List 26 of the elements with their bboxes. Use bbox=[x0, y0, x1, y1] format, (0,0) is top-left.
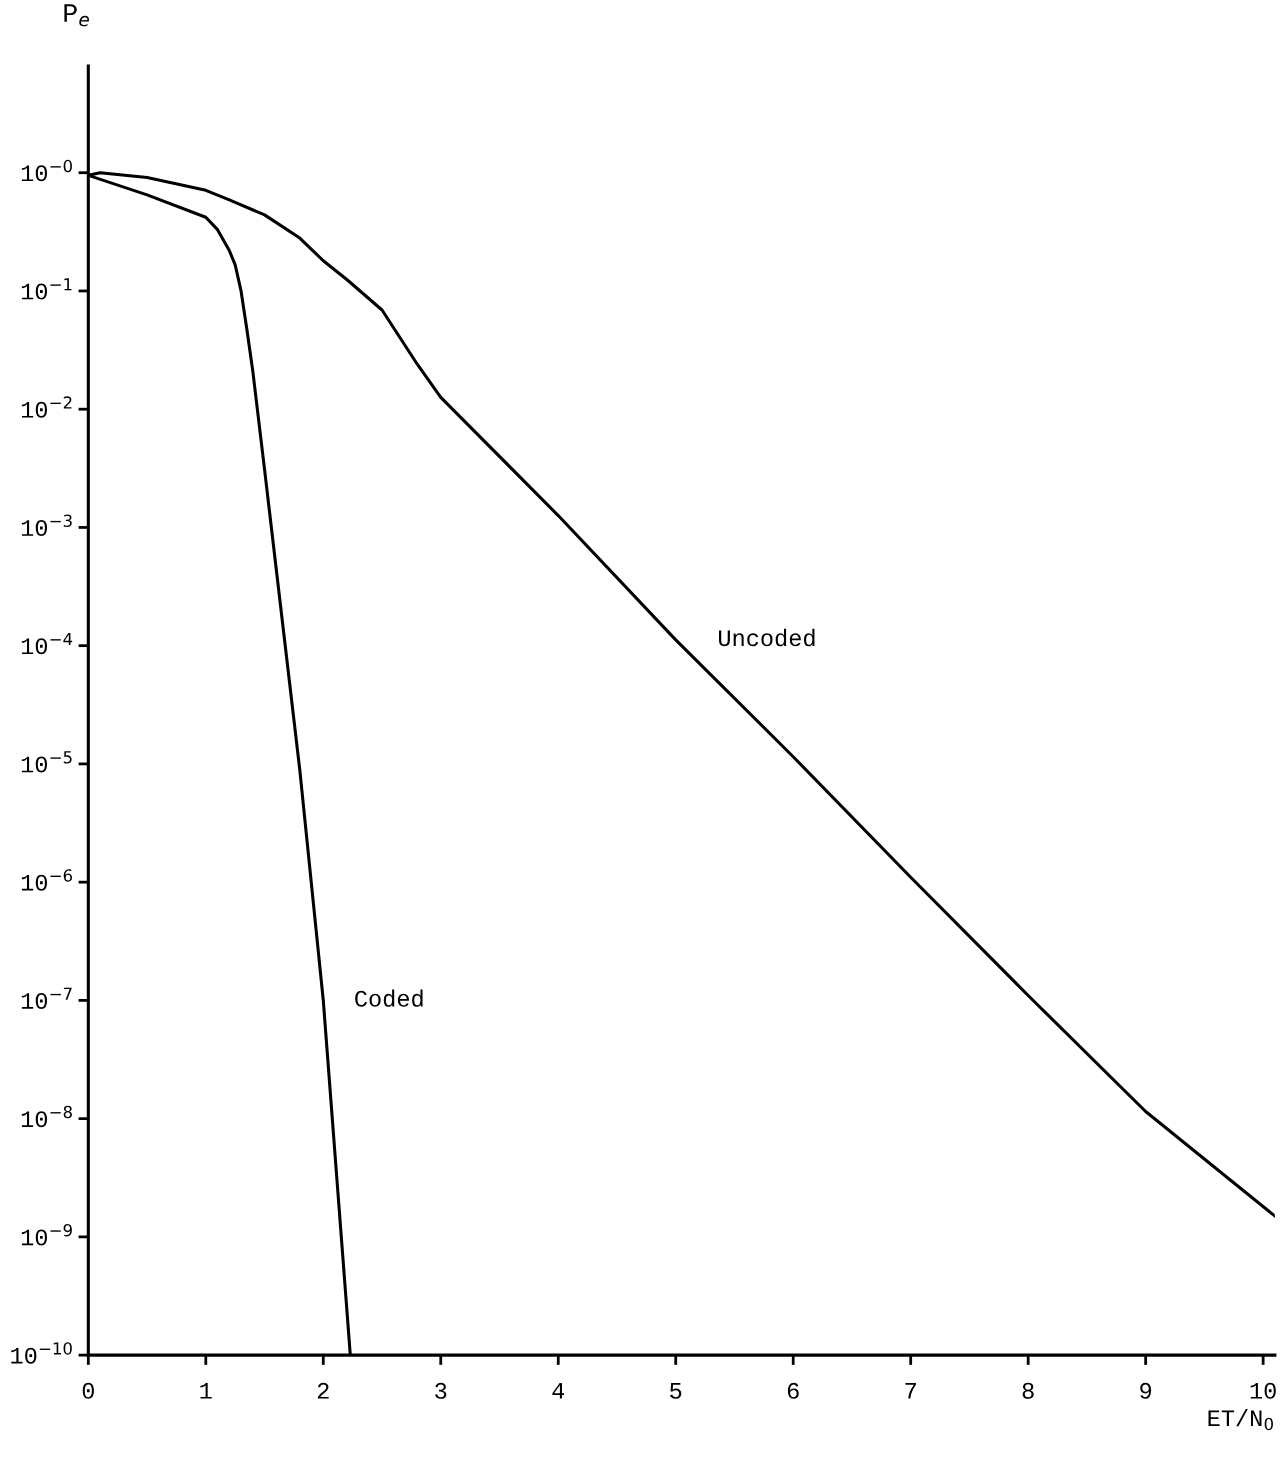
y-tick-label: 10$^{−8}$ bbox=[21, 1105, 72, 1128]
y-tick-label: 10$^{−1}$ bbox=[21, 278, 72, 300]
x-tick-label: 9 bbox=[1140, 1382, 1152, 1399]
y-tick-label: 10$^{−10}$ bbox=[11, 1342, 72, 1364]
x-tick-label: 8 bbox=[1022, 1382, 1034, 1399]
y-tick-label: 10$^{−6}$ bbox=[21, 869, 73, 891]
x-tick-label: 1 bbox=[200, 1383, 212, 1399]
y-tick-label: 10$^{−4}$ bbox=[21, 632, 73, 655]
x-axis-title: ET/N$_{0}$ bbox=[1208, 1408, 1273, 1431]
series-label: Coded bbox=[355, 989, 423, 1007]
x-tick-label: 6 bbox=[787, 1382, 799, 1399]
y-tick-label: 10$^{−0}$ bbox=[21, 159, 72, 182]
x-tick-label: 2 bbox=[317, 1382, 329, 1399]
y-tick-label: 10$^{−9}$ bbox=[21, 1223, 72, 1246]
x-tick-label: 10 bbox=[1250, 1382, 1276, 1399]
y-tick-label: 10$^{−3}$ bbox=[21, 514, 72, 537]
x-tick-label: 7 bbox=[905, 1383, 916, 1399]
x-tick-label: 3 bbox=[435, 1382, 447, 1399]
x-tick-label: 5 bbox=[670, 1383, 682, 1399]
x-tick-label: 4 bbox=[552, 1383, 565, 1399]
y-tick-label: 10$^{−7}$ bbox=[21, 987, 72, 1010]
series-label: Uncoded bbox=[719, 628, 815, 647]
x-tick-label: 0 bbox=[82, 1382, 94, 1399]
y-tick-label: 10$^{−2}$ bbox=[21, 396, 72, 418]
y-tick-label: 10$^{−5}$ bbox=[21, 751, 72, 773]
y-axis-title: P$_{e}$ bbox=[64, 4, 89, 27]
